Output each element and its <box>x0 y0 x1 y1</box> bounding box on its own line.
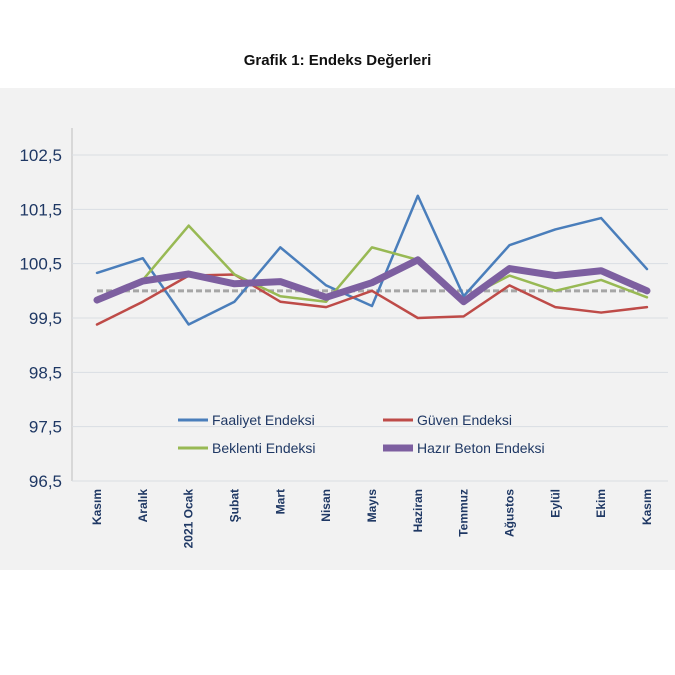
y-tick-label: 100,5 <box>19 255 62 274</box>
y-tick-label: 102,5 <box>19 146 62 165</box>
series-line-1 <box>95 194 649 326</box>
chart-title: Grafik 1: Endeks Değerleri <box>243 52 432 69</box>
y-tick-label: 97,5 <box>29 418 62 437</box>
x-tick-label: Haziran <box>411 489 425 532</box>
chart-panel <box>0 88 675 570</box>
x-tick-label: Temmuz <box>457 489 471 537</box>
x-tick-label: Aralık <box>136 489 150 523</box>
x-tick-label: Mart <box>273 489 287 514</box>
legend-label: Faaliyet Endeksi <box>212 412 315 428</box>
legend-label: Güven Endeksi <box>417 412 512 428</box>
legend-label: Hazır Beton Endeksi <box>417 440 545 456</box>
y-tick-label: 101,5 <box>19 200 62 219</box>
x-tick-label: Ekim <box>594 489 608 518</box>
x-tick-label: Ağustos <box>502 489 516 537</box>
x-tick-label: Mayıs <box>365 489 379 523</box>
y-tick-label: 99,5 <box>29 309 62 328</box>
x-tick-label: Şubat <box>227 489 241 522</box>
legend-label: Beklenti Endeksi <box>212 440 316 456</box>
x-tick-label: Nisan <box>319 489 333 522</box>
x-tick-label: Kasım <box>90 489 104 525</box>
x-tick-label: Kasım <box>640 489 654 525</box>
y-tick-label: 96,5 <box>29 472 62 491</box>
y-tick-label: 98,5 <box>29 363 62 382</box>
x-tick-label: 2021 Ocak <box>182 489 196 549</box>
x-tick-label: Eylül <box>548 489 562 518</box>
